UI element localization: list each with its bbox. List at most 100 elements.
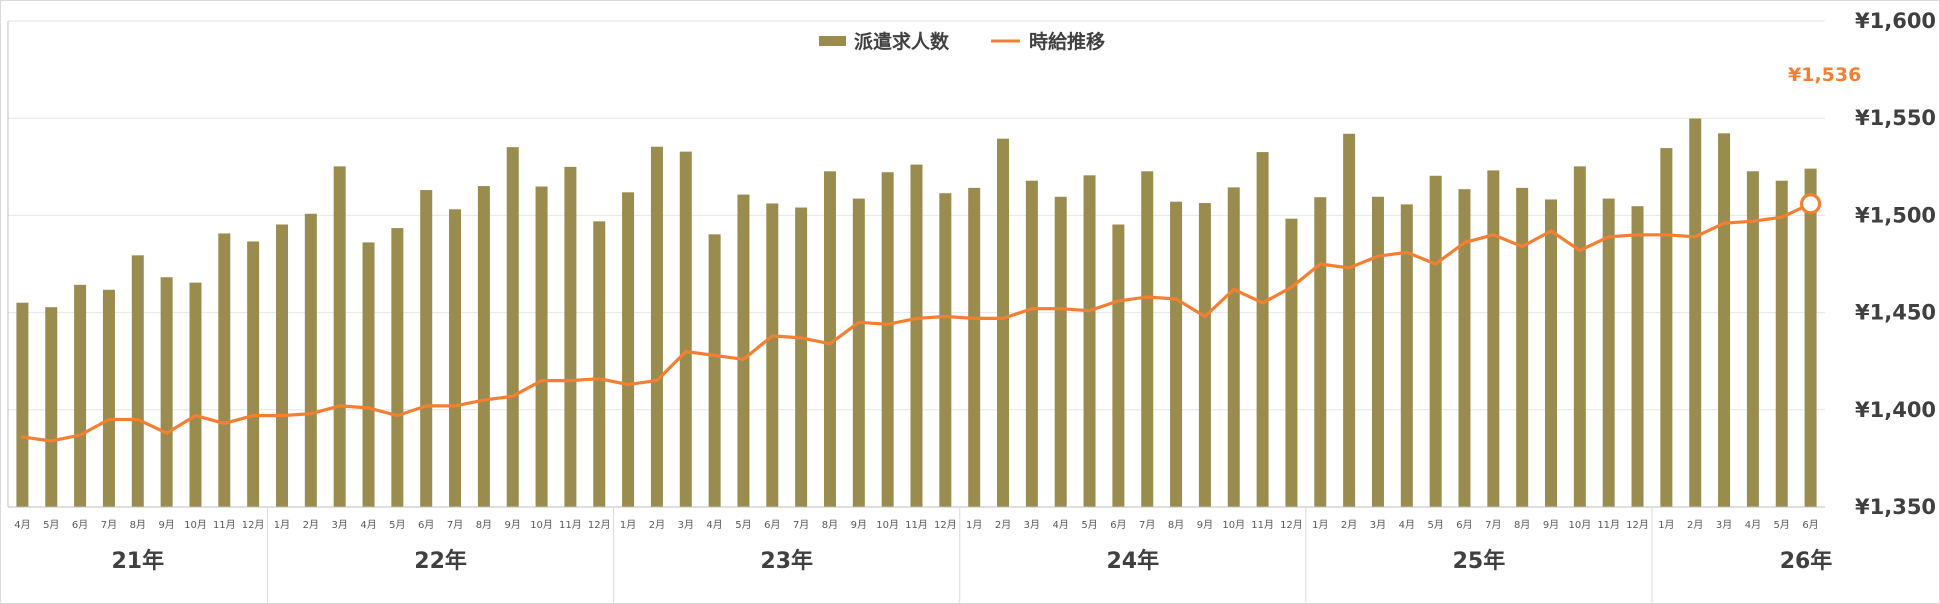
bar (1400, 204, 1413, 508)
bar (1054, 196, 1067, 508)
y-tick-label: ¥1,500 (1855, 203, 1936, 227)
month-label: 10月 (876, 519, 899, 531)
bar (477, 186, 490, 507)
bar (102, 289, 115, 507)
y-tick-label: ¥1,400 (1855, 398, 1936, 422)
month-label: 12月 (934, 519, 957, 531)
month-label: 12月 (1280, 519, 1303, 531)
month-label: 2月 (1687, 519, 1703, 531)
month-label: 7月 (101, 519, 117, 531)
month-label: 10月 (1568, 519, 1591, 531)
month-label: 2月 (1341, 519, 1357, 531)
month-label: 7月 (793, 519, 809, 531)
bar (420, 190, 433, 507)
month-label: 8月 (130, 519, 146, 531)
bar (333, 166, 346, 508)
month-label: 11月 (905, 519, 928, 531)
month-label: 4月 (360, 519, 376, 531)
month-label: 6月 (1456, 519, 1472, 531)
month-label: 2月 (649, 519, 665, 531)
y-tick-label: ¥1,600 (1855, 9, 1936, 33)
bar (1112, 224, 1125, 507)
month-label: 4月 (706, 519, 722, 531)
bar (1487, 170, 1500, 507)
bar (362, 242, 375, 507)
bar (881, 172, 894, 507)
month-label: 4月 (1745, 519, 1761, 531)
month-label: 4月 (14, 519, 30, 531)
bar (1198, 203, 1211, 508)
bar (650, 146, 663, 507)
month-label: 6月 (1802, 519, 1818, 531)
bar (852, 198, 865, 507)
bar (1285, 218, 1298, 507)
bar (45, 307, 58, 507)
bar (247, 241, 260, 507)
bar (1718, 133, 1731, 508)
y-tick-label: ¥1,450 (1855, 301, 1936, 325)
y-axis: ¥1,600 ¥1,550 ¥1,500 ¥1,450 ¥1,400 ¥1,350 (1855, 9, 1936, 519)
month-label: 10月 (184, 519, 207, 531)
bar (708, 234, 721, 507)
bar (275, 224, 288, 507)
bar (1227, 187, 1240, 507)
month-label: 5月 (1081, 519, 1097, 531)
month-label: 8月 (1168, 519, 1184, 531)
bar (939, 193, 952, 507)
month-label: 2月 (995, 519, 1011, 531)
bar (1689, 118, 1702, 507)
y-tick-label: ¥1,550 (1855, 106, 1936, 130)
bar (1602, 198, 1615, 507)
bar (1429, 175, 1442, 507)
month-label: 3月 (678, 519, 694, 531)
month-label: 1月 (274, 519, 290, 531)
bar (1660, 148, 1673, 507)
end-point-marker (1799, 193, 1822, 215)
bar (1314, 197, 1327, 507)
bar (1458, 189, 1471, 508)
bar (506, 147, 519, 508)
month-label: 3月 (1370, 519, 1386, 531)
month-label: 9月 (1543, 519, 1559, 531)
bar (766, 203, 779, 507)
year-label: 26年 (1780, 548, 1833, 574)
month-label: 11月 (1251, 519, 1274, 531)
month-label: 7月 (1485, 519, 1501, 531)
legend-bar-swatch (819, 36, 846, 46)
month-label: 6月 (418, 519, 434, 531)
month-label: 12月 (1626, 519, 1649, 531)
bar (16, 302, 29, 507)
bar (1775, 180, 1788, 507)
bar (997, 138, 1010, 507)
bar (593, 221, 606, 507)
legend-line-label: 時給推移 (1029, 30, 1105, 53)
bar (679, 151, 692, 507)
month-label: 6月 (72, 519, 88, 531)
month-label: 7月 (1139, 519, 1155, 531)
legend-bar-label: 派遣求人数 (854, 30, 950, 53)
legend: 派遣求人数 時給推移 (819, 30, 1105, 53)
month-label: 12月 (588, 519, 611, 531)
month-label: 11月 (1597, 519, 1620, 531)
month-label: 11月 (213, 519, 236, 531)
month-label: 5月 (389, 519, 405, 531)
bar (535, 186, 548, 507)
year-label: 24年 (1106, 548, 1159, 574)
month-label: 1月 (1312, 519, 1328, 531)
bar (1573, 166, 1586, 508)
month-label: 5月 (1427, 519, 1443, 531)
y-tick-label: ¥1,350 (1855, 495, 1936, 519)
month-label: 9月 (505, 519, 521, 531)
month-label: 8月 (476, 519, 492, 531)
bar (823, 171, 836, 508)
month-label: 10月 (530, 519, 553, 531)
month-label: 2月 (303, 519, 319, 531)
month-label: 1月 (966, 519, 982, 531)
bar (910, 164, 923, 507)
month-label: 7月 (447, 519, 463, 531)
bar (1631, 206, 1644, 507)
year-label: 22年 (414, 548, 467, 574)
line-series (20, 193, 1822, 443)
month-label: 9月 (1197, 519, 1213, 531)
bar (1371, 196, 1384, 508)
